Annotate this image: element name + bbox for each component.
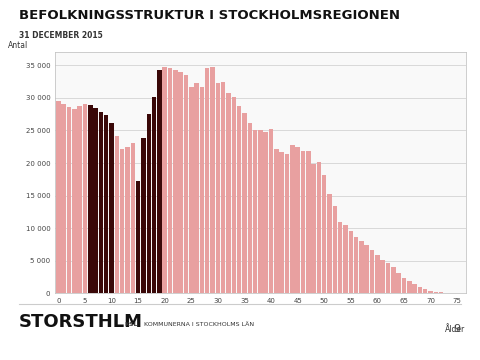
Bar: [391, 267, 396, 293]
Bar: [221, 82, 226, 293]
Bar: [295, 147, 300, 293]
Bar: [300, 150, 305, 293]
Bar: [115, 136, 119, 293]
Bar: [237, 106, 241, 293]
Bar: [216, 84, 220, 293]
Bar: [93, 108, 98, 293]
Bar: [354, 237, 359, 293]
Bar: [136, 181, 140, 293]
Bar: [200, 87, 204, 293]
Bar: [83, 104, 87, 293]
Text: Antal: Antal: [8, 41, 28, 50]
Bar: [290, 145, 295, 293]
Bar: [173, 71, 178, 293]
Bar: [253, 130, 257, 293]
Bar: [402, 278, 406, 293]
Bar: [258, 130, 263, 293]
Bar: [226, 93, 231, 293]
Bar: [56, 101, 60, 293]
Bar: [168, 68, 172, 293]
Bar: [242, 113, 247, 293]
Bar: [364, 245, 369, 293]
Bar: [152, 96, 156, 293]
Text: KOMMUNERNA I STOCKHOLMS LÄN: KOMMUNERNA I STOCKHOLMS LÄN: [144, 322, 254, 327]
Bar: [179, 72, 183, 293]
Bar: [386, 263, 390, 293]
Bar: [157, 71, 162, 293]
Bar: [184, 75, 188, 293]
Bar: [279, 152, 284, 293]
Bar: [370, 250, 374, 293]
Text: 9: 9: [454, 324, 461, 334]
Bar: [125, 147, 130, 293]
Bar: [285, 154, 289, 293]
Text: 31 DECEMBER 2015: 31 DECEMBER 2015: [19, 31, 103, 40]
Bar: [375, 255, 380, 293]
Bar: [104, 115, 108, 293]
Bar: [131, 144, 135, 293]
Bar: [274, 149, 278, 293]
Bar: [162, 67, 167, 293]
Bar: [120, 149, 124, 293]
Bar: [210, 67, 215, 293]
Text: Ålder: Ålder: [445, 325, 466, 334]
Bar: [205, 68, 209, 293]
Bar: [359, 241, 364, 293]
Bar: [338, 222, 342, 293]
Bar: [269, 129, 273, 293]
Bar: [433, 292, 438, 293]
Bar: [317, 162, 321, 293]
Bar: [381, 260, 385, 293]
Bar: [343, 225, 348, 293]
Bar: [306, 150, 311, 293]
Bar: [264, 132, 268, 293]
Bar: [322, 175, 326, 293]
Bar: [418, 287, 422, 293]
Bar: [146, 114, 151, 293]
Bar: [88, 105, 93, 293]
Bar: [423, 289, 428, 293]
Bar: [333, 206, 337, 293]
Bar: [439, 292, 444, 293]
Bar: [61, 104, 66, 293]
Bar: [194, 84, 199, 293]
Bar: [412, 284, 417, 293]
Bar: [231, 96, 236, 293]
Text: BEFOLKNINGSSTRUKTUR I STOCKHOLMSREGIONEN: BEFOLKNINGSSTRUKTUR I STOCKHOLMSREGIONEN: [19, 9, 400, 22]
Bar: [248, 123, 252, 293]
Text: STORSTHLM: STORSTHLM: [19, 313, 143, 331]
Text: KSL: KSL: [125, 322, 138, 327]
Bar: [327, 194, 332, 293]
Bar: [67, 107, 72, 293]
Bar: [348, 231, 353, 293]
Bar: [396, 273, 401, 293]
Bar: [72, 109, 77, 293]
Bar: [109, 123, 114, 293]
Bar: [189, 87, 193, 293]
Bar: [77, 105, 82, 293]
Bar: [428, 291, 433, 293]
Bar: [407, 281, 411, 293]
Bar: [141, 138, 146, 293]
Bar: [99, 112, 103, 293]
Bar: [312, 164, 316, 293]
